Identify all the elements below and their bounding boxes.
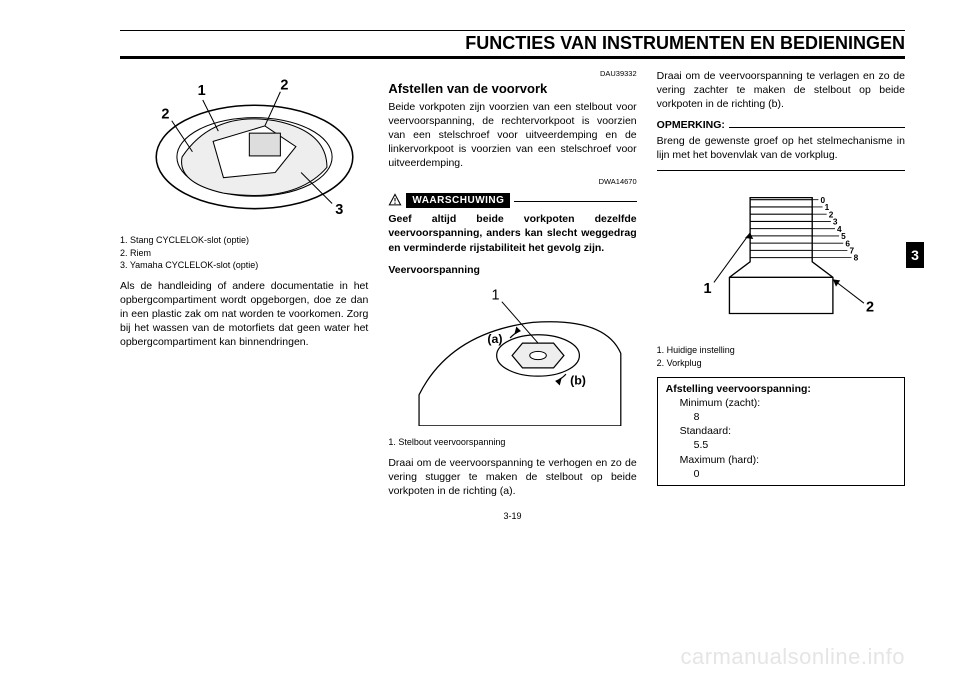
svg-text:1: 1 [198, 83, 206, 99]
svg-text:3: 3 [335, 202, 343, 218]
caption-line: 2. Vorkplug [657, 357, 905, 369]
note-heading: OPMERKING: [657, 118, 905, 132]
page-number: 3-19 [120, 511, 905, 521]
svg-text:1: 1 [492, 287, 500, 303]
watermark: carmanualsonline.info [680, 644, 905, 670]
spec-box: Afstelling veervoorspanning: Minimum (za… [657, 377, 905, 486]
spec-row-value: 0 [694, 467, 896, 481]
svg-text:8: 8 [853, 254, 858, 263]
svg-text:2: 2 [280, 78, 288, 94]
spec-row-label: Minimum (zacht): [680, 396, 896, 410]
spec-row-value: 8 [694, 410, 896, 424]
column-2: DAU39332 Afstellen van de voorvork Beide… [388, 69, 636, 499]
note-body: Breng de gewenste groef op het stelmecha… [657, 134, 905, 162]
column-1: 1 2 2 3 1. Stang CYCLELOK-slot (optie) 2… [120, 69, 368, 499]
spec-row-value: 5.5 [694, 438, 896, 452]
ref-code: DWA14670 [388, 177, 636, 187]
body-paragraph: Beide vorkpoten zijn voorzien van een st… [388, 100, 636, 171]
caption-line: 2. Riem [120, 247, 368, 259]
body-paragraph: Draai om de veervoorspanning te verlagen… [657, 69, 905, 112]
note-label: OPMERKING: [657, 118, 725, 132]
svg-text:2: 2 [866, 299, 874, 315]
ref-code: DAU39332 [388, 69, 636, 79]
caption-line: 1. Huidige instelling [657, 344, 905, 356]
warning-icon [388, 193, 402, 207]
column-3: Draai om de veervoorspanning te verlagen… [657, 69, 905, 499]
figure-preload-scale: 012345678 1 2 [657, 179, 905, 334]
warning-banner: WAARSCHUWING [388, 193, 636, 209]
figure-caption: 1. Stelbout veervoorspanning [388, 436, 636, 448]
section-tab: 3 [906, 242, 924, 268]
svg-text:1: 1 [703, 281, 711, 297]
figure-caption-list: 1. Huidige instelling 2. Vorkplug [657, 344, 905, 368]
spec-row-label: Maximum (hard): [680, 453, 896, 467]
section-heading: Afstellen van de voorvork [388, 80, 636, 98]
page-title: FUNCTIES VAN INSTRUMENTEN EN BEDIENINGEN [465, 33, 905, 54]
warning-label: WAARSCHUWING [406, 193, 510, 209]
warning-rule [514, 201, 636, 202]
figure-storage: 1 2 2 3 [120, 69, 368, 224]
spec-title: Afstelling veervoorspanning: [666, 382, 896, 396]
svg-text:(b): (b) [570, 373, 586, 387]
body-paragraph: Als de handleiding of andere documentati… [120, 279, 368, 350]
caption-line: 1. Stang CYCLELOK-slot (optie) [120, 234, 368, 246]
body-paragraph: Draai om de veervoorspanning te verhogen… [388, 456, 636, 499]
svg-text:(a): (a) [488, 332, 503, 346]
figure-caption-list: 1. Stang CYCLELOK-slot (optie) 2. Riem 3… [120, 234, 368, 270]
spec-row-label: Standaard: [680, 424, 896, 438]
figure-fork-top: 1 (a) (b) [388, 281, 636, 426]
svg-text:2: 2 [161, 107, 169, 123]
subheading: Veervoorspanning [388, 263, 636, 277]
caption-line: 3. Yamaha CYCLELOK-slot (optie) [120, 259, 368, 271]
warning-body: Geef altijd beide vorkpoten dezelfde vee… [388, 212, 636, 255]
